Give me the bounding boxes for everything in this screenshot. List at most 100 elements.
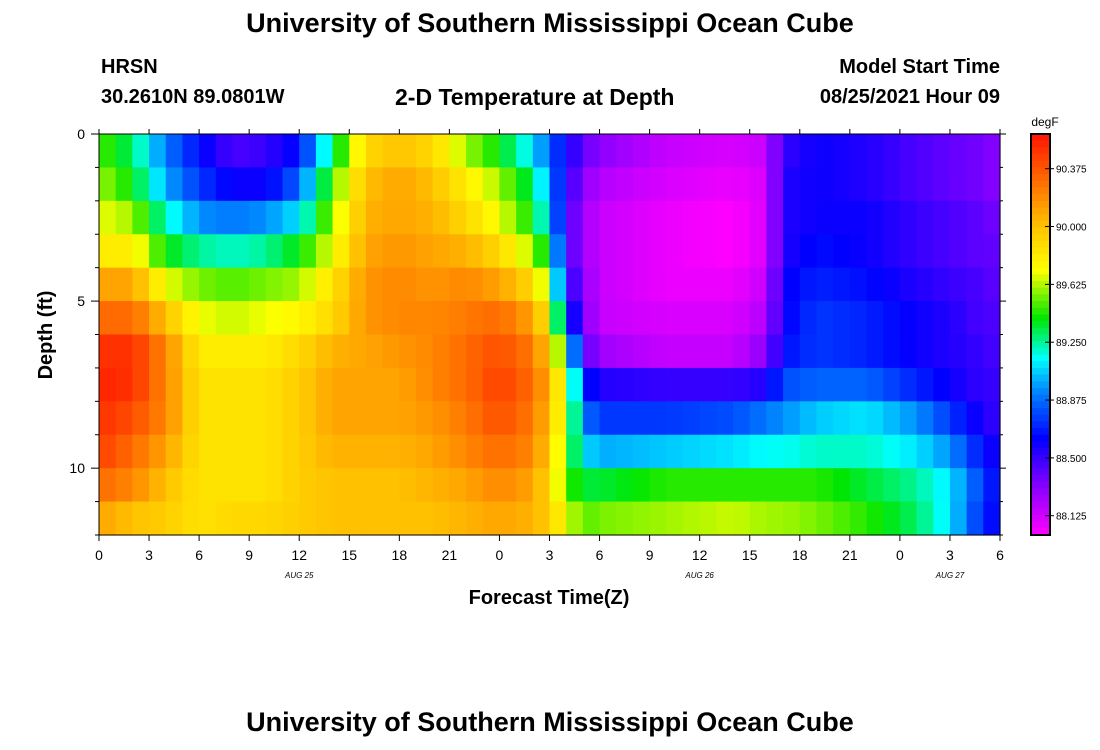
heatmap-cell xyxy=(149,501,167,536)
heatmap-cell xyxy=(466,334,484,369)
x-tick-label: 9 xyxy=(646,547,654,563)
heatmap-cell xyxy=(616,134,634,169)
heatmap-cell xyxy=(749,434,768,469)
heatmap-cell xyxy=(532,200,551,235)
heatmap-cell xyxy=(232,434,250,469)
heatmap-cell xyxy=(499,468,517,503)
heatmap-cell xyxy=(983,200,1001,235)
heatmap-cell xyxy=(549,134,567,169)
heatmap-cell xyxy=(182,267,200,302)
heatmap-cell xyxy=(783,167,801,202)
heatmap-cell xyxy=(883,267,901,302)
colorbar-segment xyxy=(1031,307,1050,316)
model-start-label: Model Start Time xyxy=(839,56,1000,78)
heatmap-cell xyxy=(682,401,701,436)
heatmap-cell xyxy=(799,234,818,269)
heatmap-cell xyxy=(766,501,784,536)
colorbar-segment xyxy=(1031,160,1050,169)
heatmap-cell xyxy=(249,434,267,469)
heatmap-cell xyxy=(315,167,334,202)
heatmap-cell xyxy=(733,434,751,469)
heatmap-cell xyxy=(282,401,300,436)
heatmap-cell xyxy=(883,334,901,369)
heatmap-cell xyxy=(165,200,184,235)
heatmap-cell xyxy=(132,501,150,536)
heatmap-cell xyxy=(466,468,484,503)
colorbar-segment xyxy=(1031,154,1050,162)
heatmap-cell xyxy=(949,267,968,302)
heatmap-cell xyxy=(199,167,217,202)
heatmap-cell xyxy=(816,501,834,536)
heatmap-cell xyxy=(516,468,534,503)
heatmap-cell xyxy=(549,200,567,235)
heatmap-cell xyxy=(749,234,768,269)
heatmap-cell xyxy=(482,200,501,235)
colorbar-segment xyxy=(1031,454,1050,463)
heatmap-cell xyxy=(182,434,200,469)
heatmap-cell xyxy=(315,267,334,302)
colorbar-segment xyxy=(1031,347,1050,356)
heatmap-cell xyxy=(616,367,634,402)
heatmap-cell xyxy=(816,134,834,169)
heatmap-cell xyxy=(582,167,601,202)
heatmap-cell xyxy=(833,334,851,369)
heatmap-cell xyxy=(783,434,801,469)
heatmap-cell xyxy=(666,234,684,269)
heatmap-cell xyxy=(499,267,517,302)
heatmap-cell xyxy=(349,434,367,469)
heatmap-cell xyxy=(265,501,284,536)
colorbar-segment xyxy=(1031,428,1050,436)
heatmap-cell xyxy=(382,200,400,235)
heatmap-cell xyxy=(566,167,584,202)
axes: 0 3 6 9 12 15 18 21 0 3 6 9 12 15 18 21 0 3 6 AUG 25 AUG 26 A… xyxy=(69,126,1006,580)
heatmap-cell xyxy=(883,468,901,503)
heatmap-cell xyxy=(516,401,534,436)
heatmap-cell xyxy=(449,434,467,469)
heatmap-cell xyxy=(716,267,734,302)
heatmap-cell xyxy=(599,167,617,202)
heatmap-cell xyxy=(115,167,133,202)
heatmap-cell xyxy=(616,167,634,202)
heatmap-cell xyxy=(816,267,834,302)
heatmap-cell xyxy=(215,301,234,336)
heatmap-cell xyxy=(182,301,200,336)
heatmap-cell xyxy=(215,434,234,469)
heatmap-cell xyxy=(499,434,517,469)
heatmap-cell xyxy=(349,234,367,269)
heatmap-cell xyxy=(966,167,984,202)
heatmap-cell xyxy=(682,134,701,169)
heatmap-cell xyxy=(232,234,250,269)
heatmap-cell xyxy=(699,401,717,436)
heatmap-cell xyxy=(766,167,784,202)
heatmap-cell xyxy=(416,301,434,336)
x-tick-label: 6 xyxy=(996,547,1004,563)
colorbar-unit: degF xyxy=(1031,115,1058,129)
heatmap-cell xyxy=(833,367,851,402)
heatmap-cell xyxy=(182,468,200,503)
heatmap-cell xyxy=(282,234,300,269)
heatmap-cell xyxy=(766,367,784,402)
colorbar-segment xyxy=(1031,260,1050,269)
heatmap-cell xyxy=(883,234,901,269)
heatmap-cell xyxy=(99,434,117,469)
heatmap-cell xyxy=(549,468,567,503)
heatmap-cell xyxy=(516,501,534,536)
heatmap-cell xyxy=(132,134,150,169)
heatmap-cell xyxy=(432,501,450,536)
heatmap-cell xyxy=(899,134,918,169)
heatmap-cell xyxy=(382,134,400,169)
heatmap-cell xyxy=(132,301,150,336)
heatmap-cell xyxy=(649,267,667,302)
heatmap-cell xyxy=(365,434,384,469)
heatmap-cell xyxy=(199,234,217,269)
colorbar-segment xyxy=(1031,220,1050,229)
heatmap-cell xyxy=(215,234,234,269)
colorbar: 90.375 90.000 89.625 89.250 88.875 88.500 88.1… xyxy=(1030,133,1087,536)
heatmap-cell xyxy=(299,434,317,469)
heatmap-cell xyxy=(149,200,167,235)
heatmap-cell xyxy=(849,367,868,402)
heatmap-cell xyxy=(649,367,667,402)
heatmap-cell xyxy=(666,301,684,336)
heatmap-cell xyxy=(149,334,167,369)
heatmap-cell xyxy=(532,134,551,169)
